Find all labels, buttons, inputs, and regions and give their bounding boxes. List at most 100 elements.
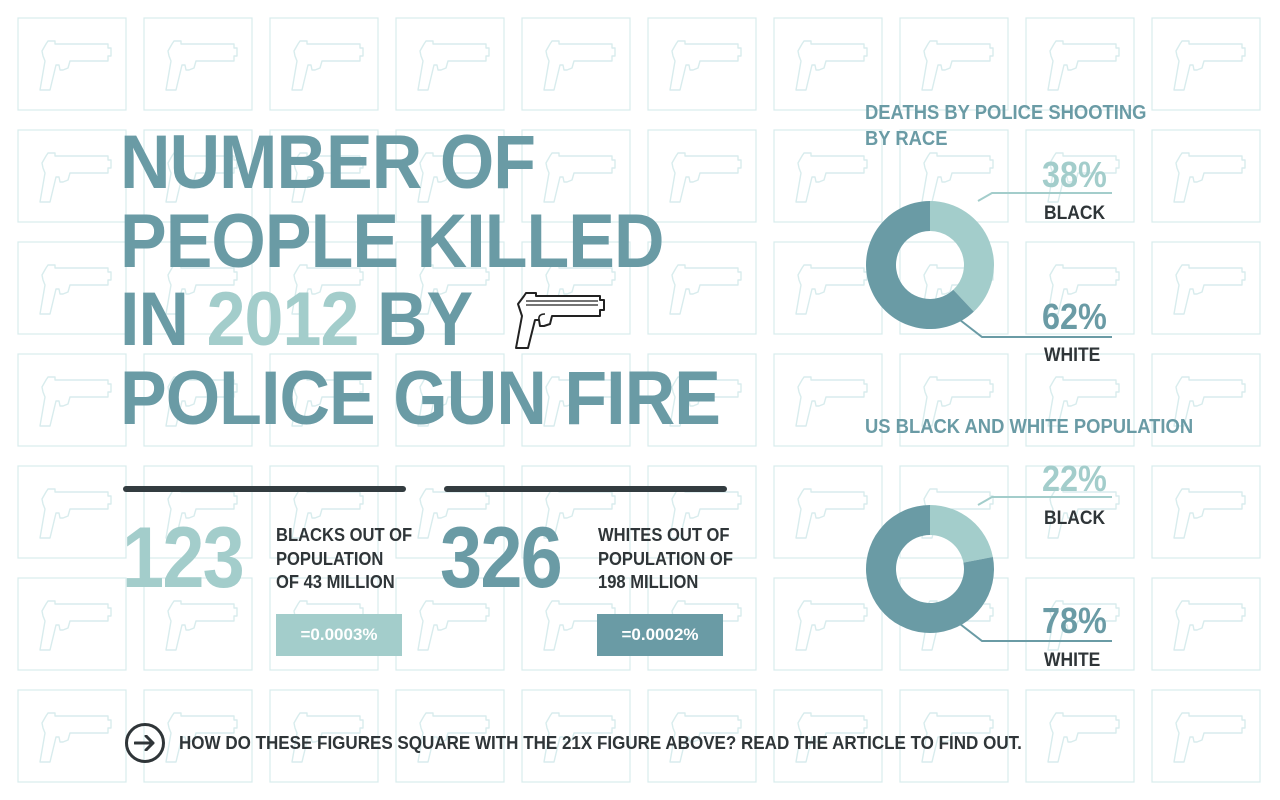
black-rate-badge: =0.0003% — [276, 614, 402, 656]
divider-rule-right — [444, 486, 727, 492]
pattern-tile — [143, 241, 253, 335]
pattern-tile — [647, 241, 757, 335]
chart-1-title-line-1: DEATHS BY POLICE SHOOTING — [865, 102, 1147, 124]
pattern-tile — [269, 689, 379, 783]
pattern-tile — [647, 689, 757, 783]
donut-chart-deaths — [866, 192, 1112, 338]
chart-1-black-label: BLACK — [1044, 203, 1106, 224]
pattern-tile — [269, 129, 379, 223]
pattern-tile — [773, 465, 883, 559]
chart-2-title: US BLACK AND WHITE POPULATION — [865, 414, 1193, 440]
leader-line-white — [959, 319, 1112, 338]
pattern-tile — [17, 17, 127, 111]
chart-2-white-percent: 78% — [1042, 600, 1107, 641]
donut-slice-black — [930, 201, 994, 312]
title-line-4: POLICE GUN FIRE — [120, 355, 721, 441]
pattern-tile — [395, 129, 505, 223]
pattern-tile — [521, 17, 631, 111]
pattern-tile — [647, 129, 757, 223]
black-count: 123 — [122, 510, 245, 606]
title-line-2: PEOPLE KILLED — [120, 198, 664, 284]
pattern-tile — [395, 353, 505, 447]
chart-2-title-line-1: US BLACK AND WHITE POPULATION — [865, 416, 1194, 438]
donut-slice-white — [866, 201, 974, 329]
black-desc-line-1: BLACKS OUT OF — [276, 525, 413, 545]
pattern-tile — [773, 689, 883, 783]
pattern-tile — [17, 241, 127, 335]
pattern-tile — [143, 465, 253, 559]
leader-line-black — [977, 496, 1112, 506]
pattern-tile — [395, 689, 505, 783]
pattern-tile — [17, 689, 127, 783]
pattern-tile — [143, 17, 253, 111]
pattern-tile — [17, 577, 127, 671]
title-line-1: NUMBER OF — [120, 120, 536, 205]
chart-1-title: DEATHS BY POLICE SHOOTING BY RACE — [865, 100, 1146, 152]
chart-2-white-label: WHITE — [1044, 650, 1101, 671]
chart-1-black-percent: 38% — [1042, 154, 1107, 195]
pattern-tile — [1151, 353, 1261, 447]
pattern-tile — [269, 465, 379, 559]
pattern-tile — [1025, 577, 1135, 671]
donut-slice-white — [866, 505, 994, 633]
chart-1-white-percent: 62% — [1042, 296, 1107, 337]
pattern-tile — [521, 129, 631, 223]
pattern-tile — [521, 689, 631, 783]
chart-1-white-label: WHITE — [1044, 345, 1101, 366]
pattern-tile — [395, 465, 505, 559]
white-desc-line-1: WHITES OUT OF — [598, 525, 730, 545]
pattern-tile — [773, 17, 883, 111]
donut-chart-population — [866, 496, 1112, 642]
pattern-tile — [1025, 465, 1135, 559]
title-line-3-suffix: BY — [358, 277, 473, 362]
pattern-tile — [395, 241, 505, 335]
pattern-tile — [1025, 241, 1135, 335]
pattern-tile — [1151, 465, 1261, 559]
pattern-tile — [143, 129, 253, 223]
title-year: 2012 — [206, 277, 360, 362]
leader-line-white — [959, 623, 1112, 642]
black-desc-line-3: OF 43 MILLION — [276, 572, 395, 592]
pattern-tile — [1151, 241, 1261, 335]
pattern-tile — [773, 129, 883, 223]
page-title: NUMBER OF PEOPLE KILLED IN 2012 BY POLIC… — [120, 120, 721, 441]
black-desc-line-2: POPULATION — [276, 548, 384, 569]
pattern-tile — [269, 241, 379, 335]
pattern-tile — [1025, 17, 1135, 111]
pattern-tile — [269, 353, 379, 447]
pattern-tile — [521, 465, 631, 559]
arrow-right-icon[interactable] — [125, 723, 165, 763]
divider-rule-left — [123, 486, 406, 492]
footer-call-to-action[interactable]: HOW DO THESE FIGURES SQUARE WITH THE 21X… — [125, 720, 1095, 766]
pattern-tile — [1025, 129, 1135, 223]
pattern-tile — [647, 17, 757, 111]
title-line-3-prefix: IN — [120, 277, 207, 362]
pattern-tile — [269, 17, 379, 111]
pattern-tile — [17, 129, 127, 223]
black-description: BLACKS OUT OF POPULATION OF 43 MILLION — [276, 524, 414, 595]
chart-2-black-label: BLACK — [1044, 508, 1106, 529]
pattern-tile — [17, 465, 127, 559]
pattern-tile — [1025, 689, 1135, 783]
chart-2-black-percent: 22% — [1042, 458, 1107, 499]
leader-line-black — [977, 192, 1112, 202]
pattern-tile — [1151, 17, 1261, 111]
title-line-3: IN 2012 BY — [120, 280, 709, 360]
pattern-tile — [1025, 353, 1135, 447]
pattern-tile — [17, 353, 127, 447]
pattern-tile — [521, 353, 631, 447]
white-count: 326 — [440, 510, 563, 606]
chart-1-title-line-2: BY RACE — [865, 128, 948, 150]
white-rate-badge: =0.0002% — [597, 614, 723, 656]
pattern-tile — [899, 353, 1009, 447]
white-desc-line-3: 198 MILLION — [598, 572, 699, 592]
pattern-tile — [899, 17, 1009, 111]
pattern-tile — [143, 353, 253, 447]
pattern-tile — [1151, 577, 1261, 671]
footer-text[interactable]: HOW DO THESE FIGURES SQUARE WITH THE 21X… — [179, 732, 1022, 753]
pattern-tile — [773, 353, 883, 447]
pattern-tile — [773, 577, 883, 671]
handgun-icon — [515, 292, 605, 349]
pattern-tile — [395, 17, 505, 111]
pattern-tile — [899, 689, 1009, 783]
